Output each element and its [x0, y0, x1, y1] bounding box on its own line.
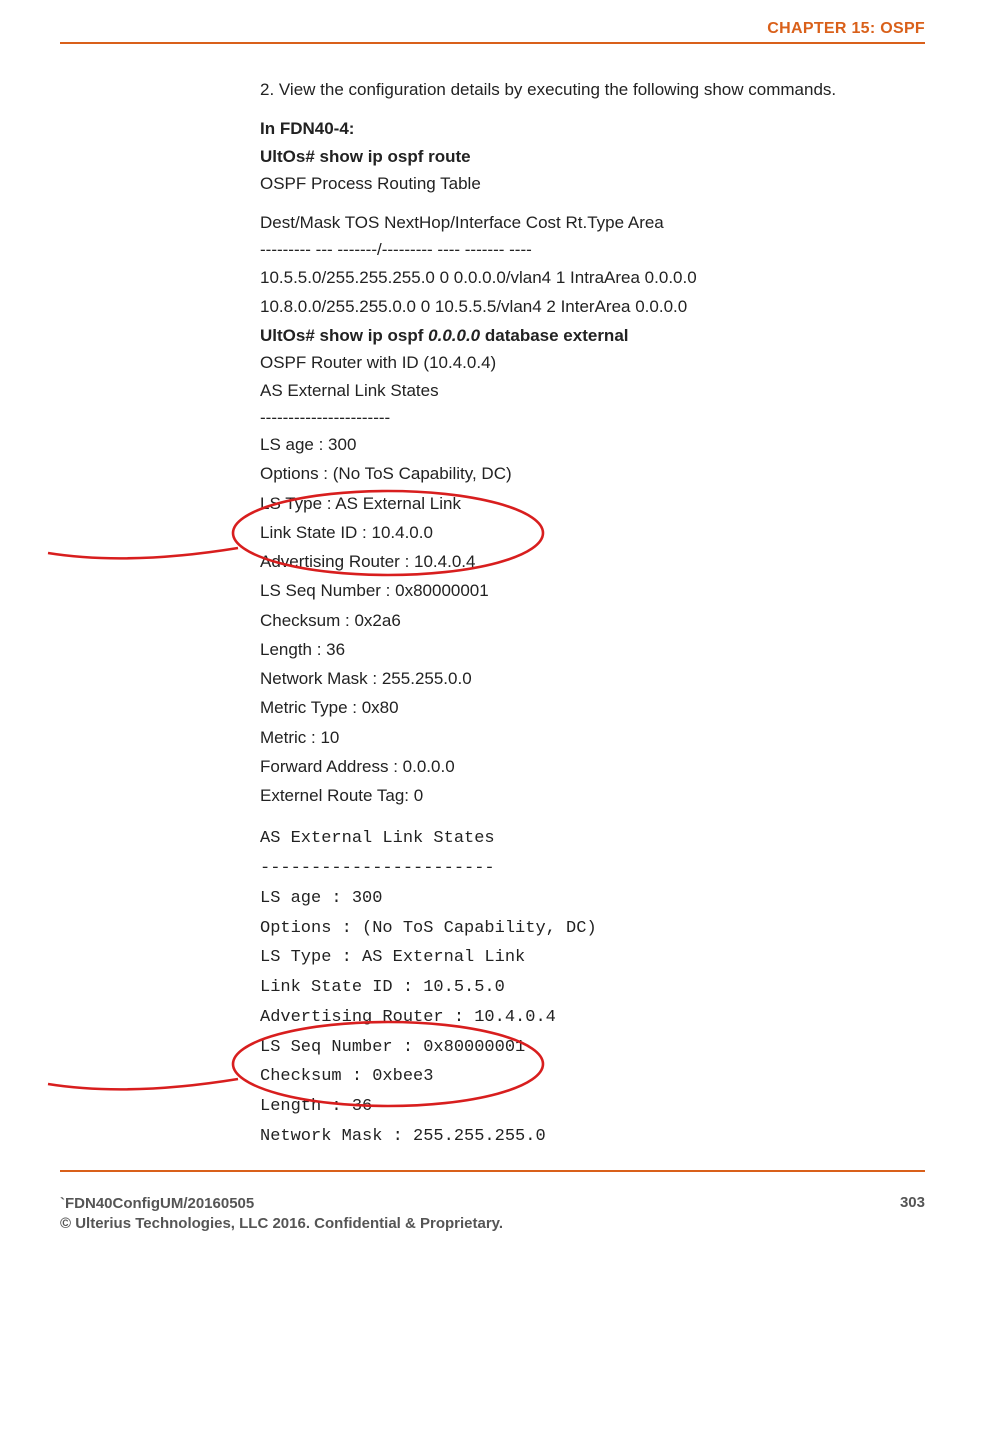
ospf-mono-line: LS Seq Number : 0x80000001	[260, 1033, 925, 1063]
footer-page-number: 303	[900, 1194, 925, 1211]
ospf-line: Length : 36	[260, 639, 925, 660]
ospf-line: Forward Address : 0.0.0.0	[260, 756, 925, 777]
footer-rule	[60, 1170, 925, 1172]
route-row-2: 10.8.0.0/255.255.0.0 0 10.5.5.5/vlan4 2 …	[260, 296, 925, 317]
content-region: 2. View the configuration details by exe…	[260, 79, 925, 1152]
intro-paragraph: 2. View the configuration details by exe…	[260, 79, 925, 100]
ospf-line: LS Seq Number : 0x80000001	[260, 580, 925, 601]
annotation-tail-2	[48, 1079, 238, 1089]
cmd2-prompt: UltOs#	[260, 326, 320, 345]
cmd2-part-b: 0.0.0.0	[428, 326, 480, 345]
ospf-line: Link State ID : 10.4.0.0	[260, 522, 925, 543]
ospf-mono-line: Advertising Router : 10.4.0.4	[260, 1003, 925, 1033]
cmd1-prompt: UltOs#	[260, 147, 320, 166]
command-1: UltOs# show ip ospf route	[260, 146, 925, 167]
route-table-rule: --------- --- -------/--------- ---- ---…	[260, 239, 925, 260]
chapter-title: CHAPTER 15: OSPF	[60, 20, 925, 42]
ospf-mono-line: Checksum : 0xbee3	[260, 1062, 925, 1092]
cmd2-part-c: database external	[480, 326, 628, 345]
ospf-line: Advertising Router : 10.4.0.4	[260, 551, 925, 572]
ospf-mono-line: AS External Link States	[260, 824, 925, 854]
footer-left: `FDN40ConfigUM/20160505 © Ulterius Techn…	[60, 1194, 503, 1235]
cmd1-text: show ip ospf route	[320, 147, 471, 166]
ospf-mono-line: LS Type : AS External Link	[260, 943, 925, 973]
footer: `FDN40ConfigUM/20160505 © Ulterius Techn…	[60, 1192, 925, 1235]
cmd1-subtitle: OSPF Process Routing Table	[260, 173, 925, 194]
ospf-line: Metric Type : 0x80	[260, 697, 925, 718]
ospf-block-1: LS age : 300 Options : (No ToS Capability…	[260, 434, 925, 806]
ospf-line: Metric : 10	[260, 727, 925, 748]
ospf-block-2-mono: AS External Link States-----------------…	[260, 824, 925, 1151]
ospf-line: Checksum : 0x2a6	[260, 610, 925, 631]
ospf-line: Options : (No ToS Capability, DC)	[260, 463, 925, 484]
header-rule	[60, 42, 925, 44]
ospf-line: Network Mask : 255.255.0.0	[260, 668, 925, 689]
ospf-line: Externel Route Tag: 0	[260, 785, 925, 806]
page-container: CHAPTER 15: OSPF 2. View the configurati…	[0, 0, 985, 1252]
route-row-1: 10.5.5.0/255.255.255.0 0 0.0.0.0/vlan4 1…	[260, 267, 925, 288]
section1-rule: -----------------------	[260, 407, 925, 428]
device-label: In FDN40-4:	[260, 118, 925, 139]
ospf-line: LS Type : AS External Link	[260, 493, 925, 514]
command-2: UltOs# show ip ospf 0.0.0.0 database ext…	[260, 325, 925, 346]
ospf-mono-line: LS age : 300	[260, 884, 925, 914]
route-table-header: Dest/Mask TOS NextHop/Interface Cost Rt.…	[260, 212, 925, 233]
ospf-mono-line: Network Mask : 255.255.255.0	[260, 1122, 925, 1152]
footer-doc-id: `FDN40ConfigUM/20160505	[60, 1195, 254, 1212]
footer-copyright: © Ulterius Technologies, LLC 2016. Confi…	[60, 1215, 503, 1232]
annotation-tail	[48, 548, 238, 558]
ospf-mono-line: Link State ID : 10.5.5.0	[260, 973, 925, 1003]
ospf-mono-line: Options : (No ToS Capability, DC)	[260, 914, 925, 944]
ospf-mono-line: -----------------------	[260, 854, 925, 884]
section1-title: AS External Link States	[260, 380, 925, 401]
router-id-line: OSPF Router with ID (10.4.0.4)	[260, 352, 925, 373]
ospf-mono-line: Length : 36	[260, 1092, 925, 1122]
cmd2-part-a: show ip ospf	[320, 326, 429, 345]
ospf-line: LS age : 300	[260, 434, 925, 455]
